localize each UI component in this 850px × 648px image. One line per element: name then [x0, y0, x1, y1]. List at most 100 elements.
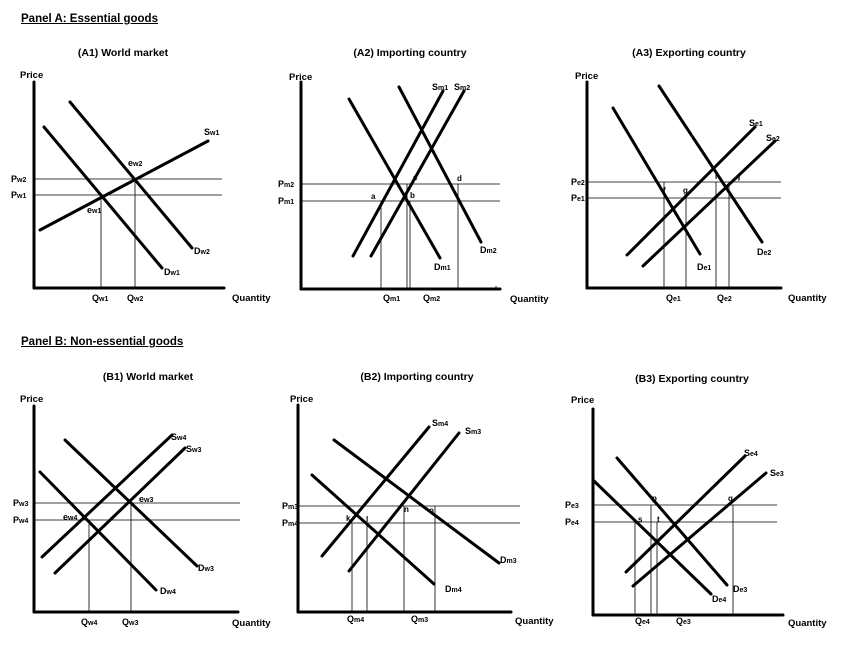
chart-b2-point-l: l	[366, 515, 368, 524]
chart-a1-quantity-tick-qw2: Qw2	[127, 293, 143, 303]
chart-a3-curve-label-de1: De1	[697, 262, 711, 272]
chart-b2-quantity-tick-qm4: Qm4	[347, 614, 364, 624]
chart-a1-title: (A1) World market	[78, 47, 169, 59]
chart-a1-curve-dw1	[42, 125, 164, 270]
chart-b3-point-s: s	[638, 515, 643, 524]
chart-b2-point-k: k	[346, 514, 351, 523]
chart-a3-curve-label-se1: Se1	[749, 118, 763, 128]
chart-a3-point-h: h	[715, 172, 720, 181]
panel-a-heading: Panel A: Essential goods	[21, 13, 158, 25]
chart-a1-y-label: Price	[20, 70, 43, 81]
chart-b1-x-label: Quantity	[232, 618, 271, 629]
chart-b1-title: (B1) World market	[103, 371, 194, 383]
chart-b1-curve-label-dw4: Dw4	[160, 586, 176, 596]
chart-b1-price-tick-pw4: Pw4	[13, 515, 28, 525]
chart-a1-quantity-tick-qw1: Qw1	[92, 293, 108, 303]
chart-b1-curve-dw4	[38, 470, 158, 592]
chart-a3-curve-se1	[611, 106, 702, 256]
chart-a2-curve-dm2	[397, 85, 483, 244]
chart-b1-curve-label-dw3: Dw3	[198, 563, 214, 573]
chart-a1-point-ew1: ew1	[87, 205, 101, 215]
chart-a3-curve-label-de2: De2	[757, 247, 771, 257]
chart-a3-curve-label-se2: Se2	[766, 133, 780, 143]
chart-a3-y-label: Price	[575, 71, 598, 82]
chart-b3-curve-label-se3: Se3	[770, 468, 784, 478]
chart-b3-curve-se3	[631, 471, 768, 588]
chart-b3-x-label: Quantity	[788, 618, 827, 629]
chart-a3-quantity-tick-qe2: Qe2	[717, 293, 732, 303]
chart-a2-y-label: Price	[289, 72, 312, 83]
chart-b3-curve-de3	[615, 456, 729, 587]
chart-a2-point-b: b	[410, 191, 415, 200]
chart-a1-curve-dw2	[68, 100, 194, 250]
chart-b2-y-label: Price	[290, 394, 313, 405]
chart-a2-price-tick-pm2: Pm2	[278, 179, 294, 189]
chart-a3-curve-de2	[641, 139, 777, 268]
chart-b2-quantity-tick-qm3: Qm3	[411, 614, 428, 624]
chart-a3-quantity-tick-qe1: Qe1	[666, 293, 681, 303]
chart-a3-curve-de1	[625, 125, 757, 257]
chart-b1-curve-label-sw3: Sw3	[186, 444, 201, 454]
chart-b2-curve-dm4	[310, 473, 436, 586]
chart-b3-curve-label-se4: Se4	[744, 448, 758, 458]
chart-a2-curve-sm1	[351, 89, 445, 258]
chart-a2-point-a: a	[371, 192, 376, 201]
chart-a3-point-g: g	[683, 186, 688, 195]
chart-b1-quantity-tick-qw3: Qw3	[122, 617, 138, 627]
chart-b1-point-ew3: ew3	[139, 494, 153, 504]
chart-b3-point-p: p	[652, 494, 657, 503]
chart-b3-price-tick-pe4: Pe4	[565, 517, 579, 527]
chart-a2-point-c: c	[413, 173, 418, 182]
chart-a2-point-d: d	[457, 174, 462, 183]
chart-a3-price-tick-pe2: Pe2	[571, 177, 585, 187]
chart-a1-curve-label-sw1: Sw1	[204, 127, 219, 137]
chart-b2-point-n: n	[404, 505, 409, 514]
chart-b1-price-tick-pw3: Pw3	[13, 498, 28, 508]
chart-b2-curve-label-sm3: Sm3	[465, 426, 481, 436]
chart-a2-x-label: Quantity	[510, 294, 549, 305]
chart-a2-price-tick-pm1: Pm1	[278, 196, 294, 206]
chart-b3-y-label: Price	[571, 395, 594, 406]
chart-a2-title: (A2) Importing country	[353, 47, 466, 59]
chart-a1-x-label: Quantity	[232, 293, 271, 304]
chart-b2-price-tick-pm3: Pm3	[282, 501, 298, 511]
chart-b2-curve-label-dm3: Dm3	[500, 555, 517, 565]
chart-a2-curve-label-sm1: Sm1	[432, 82, 448, 92]
chart-b2-point-o: o	[429, 506, 434, 515]
chart-b1-quantity-tick-qw4: Qw4	[81, 617, 97, 627]
chart-a1-price-tick-pw1: Pw1	[11, 190, 26, 200]
chart-b3-curve-label-de3: De3	[733, 584, 747, 594]
chart-b3-curve-label-de4: De4	[712, 594, 726, 604]
chart-b1-curve-dw3	[63, 438, 199, 568]
chart-b1-curve-label-sw4: Sw4	[171, 432, 186, 442]
chart-a2-curve-label-sm2: Sm2	[454, 82, 470, 92]
chart-a2-quantity-tick-qm2: Qm2	[423, 293, 440, 303]
chart-b3-quantity-tick-qe4: Qe4	[635, 616, 650, 626]
chart-b2-x-label: Quantity	[515, 616, 554, 627]
chart-b2-curve-sm4	[320, 425, 431, 558]
chart-a1-curve-sw1	[38, 139, 210, 232]
chart-a3-point-f: f	[663, 186, 666, 195]
chart-a3-point-j: j	[737, 172, 740, 181]
chart-b2-curve-dm3	[332, 438, 501, 565]
chart-a2-curve-sm2	[369, 89, 466, 258]
chart-b1-point-ew4: ew4	[63, 512, 77, 522]
chart-a2-curve-label-dm2: Dm2	[480, 245, 497, 255]
panel-b-heading: Panel B: Non-essential goods	[21, 336, 184, 348]
chart-b3-quantity-tick-qe3: Qe3	[676, 616, 691, 626]
chart-b2-title: (B2) Importing country	[360, 371, 473, 383]
chart-b3-point-q: q	[728, 494, 733, 503]
chart-b2-curve-sm3	[347, 431, 461, 573]
chart-b3-title: (B3) Exporting country	[635, 373, 749, 385]
chart-a3-price-tick-pe1: Pe1	[571, 193, 585, 203]
chart-a2-quantity-tick-qm1: Qm1	[383, 293, 400, 303]
chart-a3-title: (A3) Exporting country	[632, 47, 746, 59]
chart-a3-curve-se2	[657, 84, 764, 244]
chart-b3-point-t: t	[657, 515, 660, 524]
chart-b2-price-tick-pm4: Pm4	[282, 518, 298, 528]
chart-a2-curve-dm1	[347, 97, 442, 260]
chart-a3-x-label: Quantity	[788, 293, 827, 304]
chart-a1-curve-label-dw2: Dw2	[194, 246, 210, 256]
chart-b3-curve-se4	[624, 454, 747, 574]
